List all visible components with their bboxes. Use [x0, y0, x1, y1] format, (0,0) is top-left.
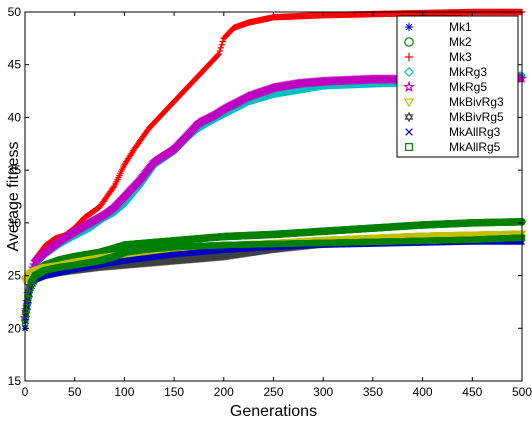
x-tick-label: 150: [164, 385, 184, 399]
data-point: [216, 47, 224, 55]
data-point: [110, 184, 117, 191]
y-tick-label: 40: [8, 110, 22, 124]
legend-label: MkRg5: [449, 80, 487, 94]
data-point: [219, 38, 227, 45]
legend-label: MkAllRg3: [449, 125, 501, 139]
y-tick-label: 20: [8, 321, 22, 335]
data-point: [218, 41, 226, 48]
x-tick-label: 50: [68, 385, 82, 399]
x-tick-label: 300: [313, 385, 333, 399]
data-point: [214, 52, 222, 59]
legend-label: Mk2: [449, 35, 472, 49]
legend: Mk1Mk2Mk3MkRg3MkRg5MkBivRg3MkBivRg5MkAll…: [396, 15, 519, 158]
x-tick-label: 450: [462, 385, 482, 399]
x-tick-label: 200: [214, 385, 234, 399]
x-tick-label: 500: [512, 385, 532, 399]
legend-label: MkBivRg5: [449, 110, 504, 124]
y-tick-label: 50: [8, 5, 22, 19]
series-mk2: [21, 218, 526, 324]
legend-label: MkRg3: [449, 65, 487, 79]
y-tick-label: 25: [8, 269, 22, 283]
legend-label: Mk1: [449, 20, 472, 34]
data-point: [215, 50, 223, 58]
x-tick-label: 100: [114, 385, 134, 399]
legend-marker: [404, 22, 414, 32]
x-tick-label: 350: [363, 385, 383, 399]
legend-label: MkBivRg3: [449, 95, 504, 109]
y-tick-label: 15: [8, 374, 22, 388]
x-tick-label: 400: [413, 385, 433, 399]
y-axis-label: Average fitness: [5, 142, 22, 252]
legend-label: MkAllRg5: [449, 140, 501, 154]
x-tick-label: 0: [22, 385, 29, 399]
legend-label: Mk3: [449, 50, 472, 64]
data-point: [217, 44, 225, 52]
y-tick-label: 45: [8, 58, 22, 72]
x-tick-label: 250: [263, 385, 283, 399]
x-axis-label: Generations: [230, 403, 317, 420]
